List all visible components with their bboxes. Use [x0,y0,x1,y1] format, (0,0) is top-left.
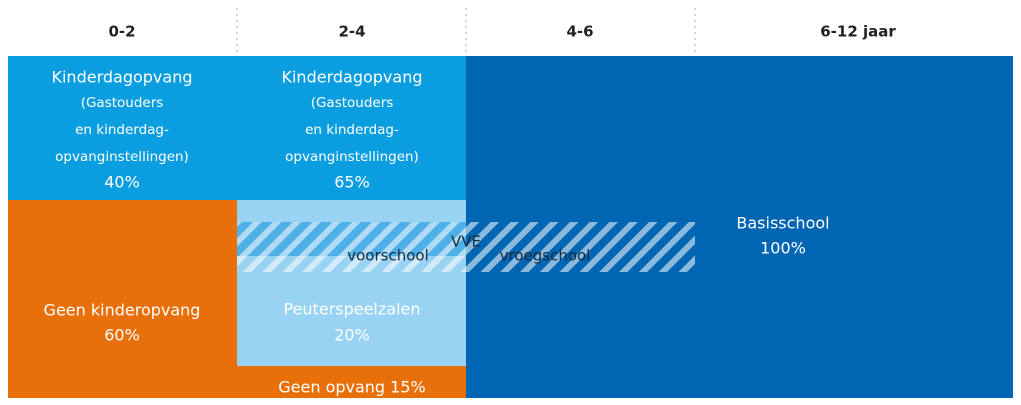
block-detail: en kinderdag- [75,122,169,138]
block-title: Kinderdagopvang [281,68,422,87]
block-share: 60% [104,326,140,345]
daycare-block [8,56,466,200]
block-share: 20% [334,326,370,345]
block-share: 65% [334,173,370,192]
block-detail: en kinderdag- [305,122,399,138]
column-label: 6-12 jaar [820,23,896,41]
block-detail: (Gastouders [81,95,164,111]
block-share: 100% [760,239,806,258]
vve-early-school: vroegschool [500,247,591,265]
block-detail: opvanginstellingen) [285,149,419,165]
block-title: Geen kinderopvang [44,301,201,320]
block-title: Kinderdagopvang [51,68,192,87]
block-share: 40% [104,173,140,192]
column-label: 0-2 [108,23,135,41]
header: 0-2 2-4 4-6 6-12 jaar [108,8,896,52]
block-detail: opvanginstellingen) [55,149,189,165]
no-care-block [237,366,466,398]
block-title: Peuterspeelzalen [283,300,420,319]
vve-label: VVE [451,233,481,251]
column-label: 2-4 [338,23,365,41]
block-detail: (Gastouders [311,95,394,111]
vve-hatch [237,222,695,272]
vve-preschool: voorschool [347,247,429,265]
no-childcare-block [8,200,237,398]
block-label: Geen opvang 15% [278,378,425,397]
block-title: Basisschool [736,214,829,233]
column-label: 4-6 [566,23,593,41]
